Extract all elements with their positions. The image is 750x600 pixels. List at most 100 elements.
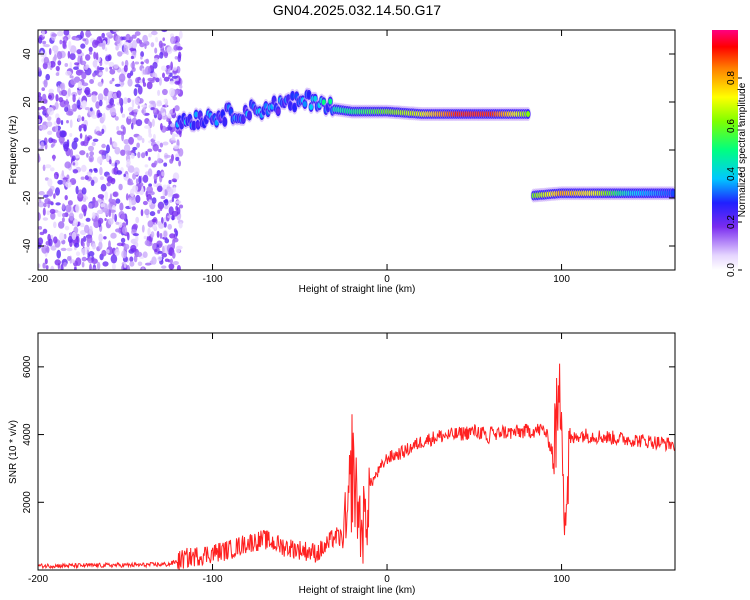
spectrogram-speckle bbox=[42, 217, 49, 221]
spectrogram-speckle bbox=[173, 44, 179, 51]
spectrogram-speckle bbox=[120, 149, 126, 156]
spectrogram-speckle bbox=[127, 78, 133, 87]
spectrogram-speckle bbox=[143, 235, 147, 240]
spectrogram-speckle bbox=[174, 105, 180, 112]
spectrogram-speckle bbox=[178, 204, 184, 209]
spectrogram-ticks: -200 -100 0 100 40 20 0 -20 -40 bbox=[22, 30, 675, 285]
spectrogram-speckle bbox=[157, 209, 161, 214]
spectrogram-speckle bbox=[89, 151, 94, 157]
spectrogram-speckle bbox=[89, 79, 94, 84]
spectrogram-speckle bbox=[71, 104, 76, 110]
spectrogram-xlabel: Height of straight line (km) bbox=[299, 284, 416, 295]
x-tick-label: -100 bbox=[203, 574, 223, 585]
spectrogram-speckle bbox=[83, 236, 87, 242]
spectrogram-speckle bbox=[164, 154, 171, 158]
spectrogram-speckle bbox=[111, 112, 117, 116]
spectrogram-speckle bbox=[65, 204, 72, 213]
spectrogram-speckle bbox=[45, 265, 49, 270]
spectrogram-speckle bbox=[40, 141, 45, 150]
spectrogram-speckle bbox=[179, 84, 183, 89]
spectrogram-speckle bbox=[77, 55, 81, 65]
spectrogram-speckle bbox=[114, 162, 118, 169]
spectrogram-speckle bbox=[133, 167, 140, 176]
spectrogram-speckle bbox=[80, 30, 84, 39]
spectrogram-speckle bbox=[116, 125, 120, 131]
spectrogram-speckle bbox=[172, 96, 178, 101]
colorbar-tick-label: 0.4 bbox=[726, 167, 737, 181]
spectrogram-speckle bbox=[127, 115, 132, 120]
spectrogram-speckle bbox=[50, 143, 54, 148]
spectrogram-speckle bbox=[144, 125, 150, 129]
colorbar-tick-label: 0.6 bbox=[726, 119, 737, 133]
spectrogram-speckle bbox=[99, 61, 103, 66]
spectrogram-speckle bbox=[61, 217, 65, 223]
spectrogram-speckle bbox=[148, 33, 153, 38]
spectrogram-speckle bbox=[161, 112, 166, 117]
spectrogram-speckle bbox=[88, 202, 93, 209]
spectrogram-speckle bbox=[53, 193, 56, 199]
spectrogram-speckle bbox=[81, 261, 85, 268]
spectrogram-speckle bbox=[90, 179, 95, 186]
spectrogram-speckle bbox=[161, 265, 167, 269]
spectrogram-speckle bbox=[91, 258, 98, 265]
spectrogram-speckle bbox=[157, 201, 165, 210]
spectrogram-speckle bbox=[108, 202, 113, 212]
spectrogram-speckle bbox=[171, 240, 176, 249]
spectrogram-speckle bbox=[97, 217, 104, 225]
spectrogram-speckle bbox=[175, 156, 180, 162]
spectrogram-speckle bbox=[114, 116, 119, 121]
spectrogram-speckle bbox=[38, 119, 41, 123]
spectrogram-speckle bbox=[84, 175, 89, 181]
spectrogram-speckle bbox=[97, 199, 103, 203]
spectrogram-speckle bbox=[58, 221, 65, 229]
spectrogram-speckle bbox=[131, 122, 134, 130]
spectrogram-speckle bbox=[62, 213, 66, 218]
spectrogram-speckle bbox=[159, 142, 164, 148]
spectrogram-speckle bbox=[112, 141, 118, 148]
spectrogram-speckle bbox=[86, 240, 90, 248]
spectrogram-speckle bbox=[98, 241, 103, 250]
spectrogram-speckle bbox=[51, 33, 57, 37]
spectrogram-speckle bbox=[144, 240, 150, 246]
spectrogram-panel: -200 -100 0 100 40 20 0 -20 -40 Height of straig… bbox=[8, 29, 676, 295]
spectrogram-speckle bbox=[151, 218, 157, 223]
spectrogram-speckle bbox=[169, 72, 173, 77]
spectrogram-speckle bbox=[148, 126, 152, 136]
spectrogram-speckle bbox=[116, 90, 122, 99]
spectrogram-speckle bbox=[109, 66, 113, 70]
spectrogram-speckle bbox=[172, 132, 175, 140]
spectrogram-speckle bbox=[71, 155, 76, 161]
spectrogram-speckle bbox=[84, 65, 89, 70]
spectrogram-speckle bbox=[65, 181, 72, 188]
spectrogram-speckle bbox=[98, 149, 106, 155]
spectrogram-speckle bbox=[38, 92, 42, 97]
spectrogram-speckle bbox=[97, 209, 102, 214]
spectrogram-speckle bbox=[38, 95, 43, 102]
spectrogram-speckle bbox=[47, 178, 53, 187]
spectrogram-speckle bbox=[155, 36, 159, 43]
spectrogram-speckle bbox=[72, 94, 76, 103]
spectrogram-speckle bbox=[55, 202, 61, 206]
snr-xlabel: Height of straight line (km) bbox=[299, 585, 416, 596]
spectrogram-speckle bbox=[93, 51, 97, 60]
spectrogram-speckle bbox=[39, 231, 45, 236]
spectrogram-speckle bbox=[106, 104, 113, 109]
spectrogram-speckle bbox=[148, 156, 151, 161]
spectrogram-ridge-point bbox=[526, 111, 530, 117]
spectrogram-speckle bbox=[56, 31, 64, 37]
spectrogram-speckle bbox=[126, 98, 132, 103]
spectrogram-speckle bbox=[85, 107, 90, 111]
y-tick-label: -40 bbox=[22, 238, 33, 253]
spectrogram-speckle bbox=[75, 251, 81, 256]
spectrogram-speckle bbox=[168, 188, 174, 196]
spectrogram-speckle bbox=[108, 218, 114, 225]
spectrogram-speckle bbox=[161, 217, 164, 225]
spectrogram-speckle bbox=[62, 177, 68, 181]
spectrogram-speckle bbox=[129, 256, 134, 263]
spectrogram-speckle bbox=[157, 255, 163, 262]
x-tick-label: -200 bbox=[28, 574, 48, 585]
spectrogram-speckle bbox=[81, 116, 85, 122]
spectrogram-speckle bbox=[178, 221, 183, 229]
spectrogram-speckle bbox=[107, 90, 114, 100]
spectrogram-speckle bbox=[111, 77, 115, 82]
